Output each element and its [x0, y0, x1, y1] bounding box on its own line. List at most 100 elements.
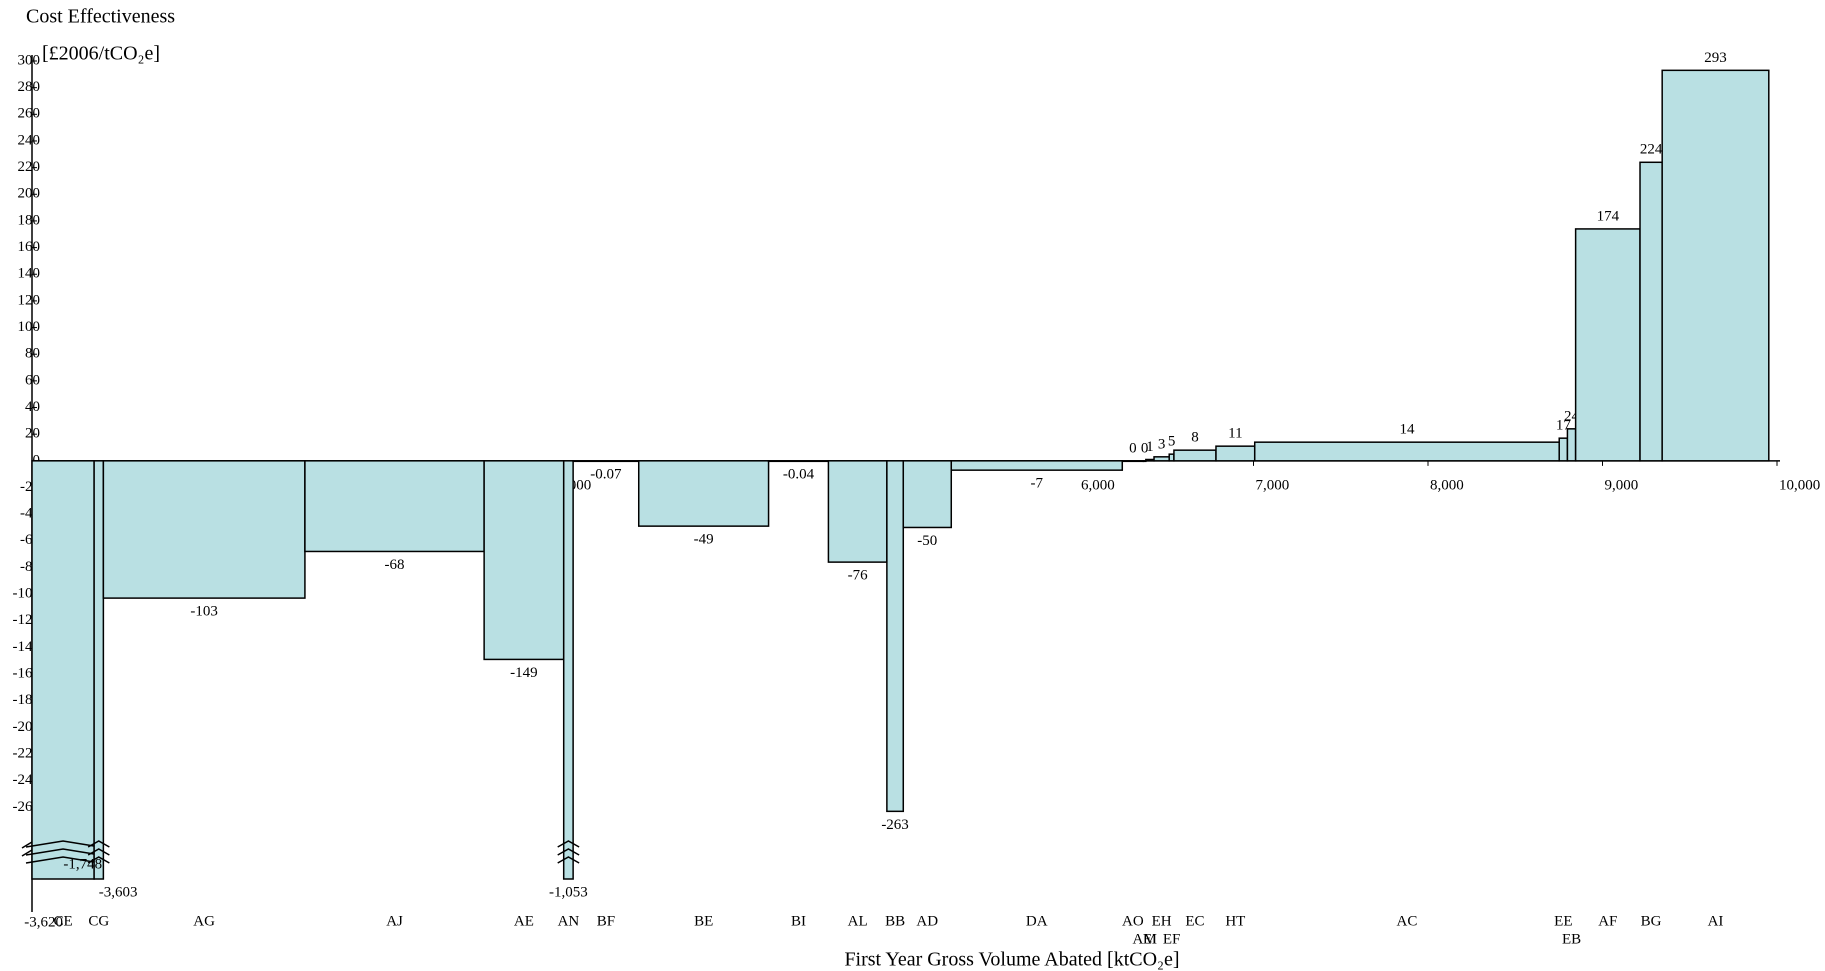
bar-break	[87, 840, 110, 848]
bar	[902, 460, 953, 529]
category-label: BG	[1641, 913, 1662, 929]
y-tick-label: 120	[18, 292, 41, 308]
bar	[1121, 460, 1145, 463]
y-tick-label: 160	[18, 239, 41, 255]
category-label: CE	[53, 913, 72, 929]
category-label: AC	[1397, 913, 1418, 929]
bar	[562, 460, 574, 880]
value-label: 224	[1640, 142, 1663, 158]
category-label: AE	[514, 913, 534, 929]
bar	[1253, 441, 1560, 462]
y-tick-label: 220	[18, 159, 41, 175]
y-tick-label: 80	[25, 346, 40, 362]
bar	[1215, 445, 1256, 462]
y-tick-label: 200	[18, 186, 41, 202]
category-label: AF	[1598, 913, 1617, 929]
y-tick-label: 240	[18, 132, 41, 148]
category-label: AJ	[386, 913, 403, 929]
bar-break	[25, 848, 101, 856]
value-label: -263	[881, 817, 909, 833]
x-tick-label: 8,000	[1430, 477, 1464, 493]
value-label: 293	[1704, 50, 1727, 66]
value-label: 0	[1129, 440, 1137, 456]
value-label: -0.07	[590, 466, 622, 482]
y-tick-label: 300	[18, 52, 41, 68]
bar-break	[557, 856, 580, 864]
value-label: -3,620	[24, 914, 63, 930]
y-tick-label: 280	[18, 79, 41, 95]
value-label: -149	[510, 665, 538, 681]
bar-break	[87, 848, 110, 856]
value-label: 174	[1597, 208, 1620, 224]
annotation: -1,748	[63, 856, 102, 872]
bar	[483, 460, 565, 661]
x-tick-label: 7,000	[1256, 477, 1290, 493]
category-label: BB	[885, 913, 905, 929]
category-label: EF	[1163, 931, 1181, 947]
bar	[31, 460, 95, 880]
value-label: -76	[848, 568, 868, 584]
value-label: 5	[1168, 434, 1176, 450]
y-tick-label: 140	[18, 266, 41, 282]
bar	[1558, 437, 1569, 462]
category-label: AO	[1122, 913, 1144, 929]
bar-break	[557, 848, 580, 856]
bar	[827, 460, 888, 563]
category-label: BI	[791, 913, 806, 929]
x-tick-label: 9,000	[1605, 477, 1639, 493]
category-label: AN	[558, 913, 580, 929]
bar-break	[557, 840, 580, 848]
bar	[1566, 428, 1577, 462]
value-label: 11	[1228, 426, 1242, 442]
category-label: BE	[694, 913, 713, 929]
x-tick-label: 6,000	[1081, 477, 1115, 493]
bar-break	[87, 856, 110, 864]
value-label: 3	[1158, 436, 1166, 452]
x-tick-label: 10,000	[1779, 477, 1820, 493]
category-label: AD	[916, 913, 938, 929]
category-label: AM	[1133, 931, 1157, 947]
bar	[304, 460, 485, 553]
value-label: -7	[1031, 476, 1044, 492]
value-label: 1	[1146, 439, 1154, 455]
category-label: EI	[1143, 931, 1157, 947]
value-label: -103	[190, 604, 218, 620]
bar	[767, 460, 830, 463]
value-label: 0	[1141, 440, 1149, 456]
chart-title: Cost Effectiveness	[26, 6, 175, 28]
category-label: EC	[1185, 913, 1204, 929]
bar	[886, 460, 905, 813]
y-tick-label: 100	[18, 319, 41, 335]
value-label: 8	[1191, 430, 1199, 446]
value-label: -49	[694, 532, 714, 548]
y-tick-label: 40	[25, 399, 40, 415]
value-label: -68	[385, 557, 405, 573]
category-label: DA	[1026, 913, 1048, 929]
value-label: -1,053	[549, 884, 588, 900]
bar	[572, 460, 640, 463]
category-label: AG	[193, 913, 215, 929]
bar	[1639, 161, 1663, 462]
category-label: BF	[597, 913, 615, 929]
bar	[93, 460, 105, 880]
category-label: EE	[1554, 913, 1572, 929]
category-label: EB	[1562, 931, 1581, 947]
bar-break	[25, 840, 101, 848]
category-label: EH	[1152, 913, 1172, 929]
bar	[102, 460, 306, 599]
bar-break	[25, 856, 101, 864]
category-label: AI	[1708, 913, 1724, 929]
bar	[1574, 228, 1641, 462]
bar	[1173, 449, 1217, 462]
bar	[1661, 69, 1770, 462]
y-tick-label: 60	[25, 372, 40, 388]
y-axis-title: [£2006/tCO₂e]	[42, 43, 160, 65]
category-label: AL	[848, 913, 868, 929]
bar	[1153, 456, 1170, 462]
y-tick-label: 260	[18, 106, 41, 122]
category-label: CG	[88, 913, 109, 929]
y-tick-label: 180	[18, 212, 41, 228]
bar	[950, 460, 1124, 471]
bar	[1145, 458, 1155, 462]
